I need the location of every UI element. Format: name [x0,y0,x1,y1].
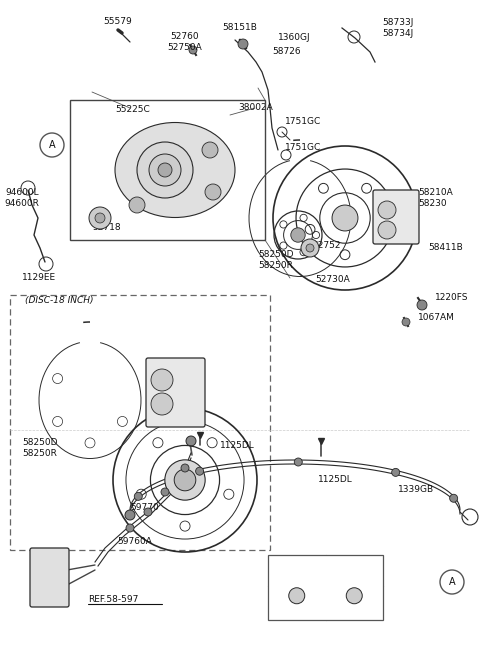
Circle shape [158,163,172,177]
FancyBboxPatch shape [30,548,69,607]
Text: 1125DL: 1125DL [318,475,353,484]
Text: 58733J
58734J: 58733J 58734J [382,18,414,38]
Circle shape [346,588,362,604]
Circle shape [196,467,204,475]
Text: 55225C: 55225C [115,106,150,114]
Circle shape [129,197,145,213]
Text: 52760
52750A: 52760 52750A [168,32,203,51]
Circle shape [291,228,305,242]
Circle shape [165,460,205,500]
Text: 59770: 59770 [131,504,159,513]
Circle shape [134,492,142,500]
Text: 58250D
58250R: 58250D 58250R [22,438,58,457]
Text: 1360GJ: 1360GJ [278,34,311,42]
Circle shape [417,300,427,310]
Text: 52752: 52752 [312,240,340,249]
Text: 38002A: 38002A [238,104,273,112]
Circle shape [137,142,193,198]
Circle shape [181,464,189,472]
Circle shape [151,369,173,391]
Text: 1123GV: 1123GV [336,566,372,575]
Text: 1220FS: 1220FS [435,294,468,302]
Text: 1125DL: 1125DL [220,440,255,449]
Text: 1751GC: 1751GC [285,143,321,152]
Text: 59760A: 59760A [118,537,153,546]
Circle shape [89,207,111,229]
Text: 58411B: 58411B [160,401,195,409]
Circle shape [450,494,457,502]
Circle shape [202,142,218,158]
Text: REF.58-597: REF.58-597 [88,595,138,605]
Text: 58151B: 58151B [223,24,257,32]
Circle shape [125,510,135,520]
Circle shape [205,184,221,200]
Text: 55579: 55579 [104,18,132,26]
Circle shape [238,39,248,49]
Text: 1129EE: 1129EE [22,273,56,282]
Circle shape [332,205,358,231]
Bar [70,100,265,240]
Bar [268,555,383,620]
Circle shape [392,469,400,477]
Circle shape [151,393,173,415]
Circle shape [378,221,396,239]
Text: 58726: 58726 [272,48,300,57]
Circle shape [378,201,396,219]
Text: 1129ED: 1129ED [279,566,314,575]
Circle shape [402,318,410,326]
Text: 58210A
58230: 58210A 58230 [418,188,453,208]
Circle shape [189,46,197,54]
Circle shape [95,213,105,223]
Text: (DISC-18 INCH): (DISC-18 INCH) [25,296,94,304]
Circle shape [174,469,196,491]
Text: 52718: 52718 [92,224,120,232]
Text: 58250D
58250R: 58250D 58250R [258,250,293,270]
Text: 94600L
94600R: 94600L 94600R [5,188,39,208]
Circle shape [306,244,314,252]
Text: A: A [449,577,456,587]
Circle shape [301,239,319,257]
FancyBboxPatch shape [146,358,205,427]
Circle shape [294,458,302,466]
Circle shape [289,588,305,604]
Ellipse shape [115,123,235,218]
Text: 58210A
58230: 58210A 58230 [160,358,195,378]
Circle shape [126,524,134,532]
Circle shape [144,508,152,516]
Text: 1339GB: 1339GB [398,486,434,494]
Text: 1751GC: 1751GC [285,117,321,127]
Circle shape [149,154,181,186]
Circle shape [186,436,196,446]
Text: A: A [48,140,55,150]
FancyBboxPatch shape [373,190,419,244]
Bar [10,295,270,550]
Text: 58411B: 58411B [428,244,463,253]
Text: 1067AM: 1067AM [418,314,455,323]
Text: 52730A: 52730A [315,275,350,284]
Circle shape [161,488,169,496]
